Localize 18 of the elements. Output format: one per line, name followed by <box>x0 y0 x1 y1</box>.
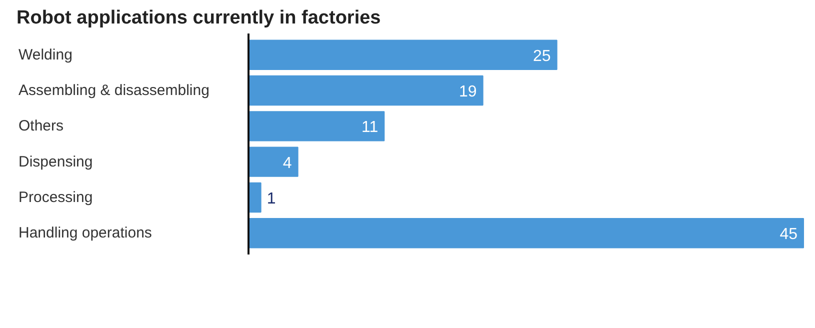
bar <box>248 146 298 177</box>
y-tick-label: Handling operations <box>18 224 152 242</box>
data-label: 11 <box>362 119 378 136</box>
bar <box>248 111 385 142</box>
bar <box>248 218 804 248</box>
data-label: 45 <box>780 226 798 244</box>
data-label: 25 <box>533 48 551 65</box>
data-label: 19 <box>459 84 477 101</box>
y-tick-label: Assembling & disassembling <box>18 82 210 100</box>
y-tick-label: Welding <box>18 46 72 64</box>
data-label: 4 <box>282 154 292 172</box>
bar <box>248 75 484 106</box>
y-tick-label: Others <box>18 118 64 135</box>
bar <box>248 40 558 70</box>
data-label: 1 <box>266 190 276 208</box>
chart-title: Robot applications currently in factories <box>16 8 381 28</box>
y-tick-label: Dispensing <box>18 153 93 170</box>
y-tick-label: Processing <box>18 188 93 206</box>
